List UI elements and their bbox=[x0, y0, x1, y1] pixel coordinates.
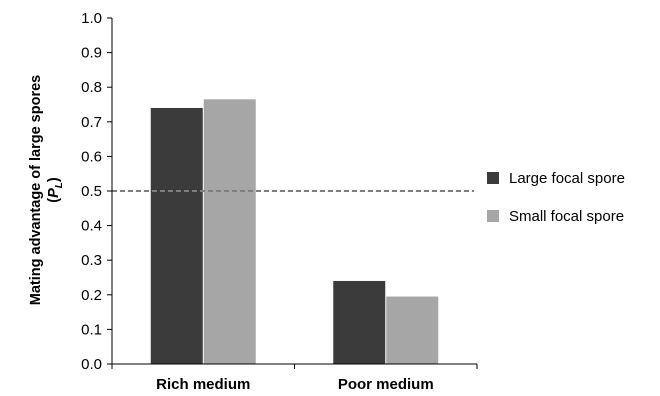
bars-group bbox=[150, 99, 439, 365]
y-axis-title: Mating advantage of large spores (PL) bbox=[28, 75, 65, 305]
y-axis-symbol: P bbox=[46, 188, 62, 198]
y-tick-label: 1.0 bbox=[81, 10, 102, 27]
legend-label: Small focal spore bbox=[509, 208, 624, 225]
y-tick-label: 0.4 bbox=[81, 218, 102, 235]
y-tick-label: 0.6 bbox=[81, 148, 102, 165]
x-category-label: Rich medium bbox=[156, 376, 250, 393]
y-axis-title-text: Mating advantage of large spores bbox=[28, 75, 44, 305]
y-axis-subscript: L bbox=[54, 182, 65, 188]
bar-large-focal-spore-rich-medium bbox=[150, 107, 203, 365]
y-axis-title-symbol: (PL) bbox=[46, 177, 65, 203]
y-tick-label: 0.3 bbox=[81, 252, 102, 269]
legend: Large focal spore Small focal spore bbox=[487, 170, 625, 225]
y-tick-label: 0.7 bbox=[81, 114, 102, 131]
legend-label: Large focal spore bbox=[509, 170, 625, 187]
y-tick-label: 0.8 bbox=[81, 79, 102, 96]
y-tick-label: 0.5 bbox=[81, 183, 102, 200]
bar-small-focal-spore-poor-medium bbox=[386, 296, 439, 364]
legend-swatch bbox=[487, 210, 499, 222]
x-category-label: Poor medium bbox=[338, 376, 434, 393]
legend-swatch bbox=[487, 172, 499, 184]
y-tick-label: 0.9 bbox=[81, 45, 102, 62]
y-tick-label: 0.2 bbox=[81, 287, 102, 304]
bar-small-focal-spore-rich-medium bbox=[203, 99, 256, 364]
y-tick-label: 0.1 bbox=[81, 321, 102, 338]
bar-large-focal-spore-poor-medium bbox=[333, 280, 386, 364]
x-axis-category-labels: Rich medium Poor medium bbox=[111, 364, 478, 393]
y-tick-label: 0.0 bbox=[81, 356, 102, 373]
y-axis-ticks: 0.0 0.1 0.2 0.3 0.4 0.5 0.6 0.7 0.8 0.9 1.0 bbox=[81, 10, 112, 373]
